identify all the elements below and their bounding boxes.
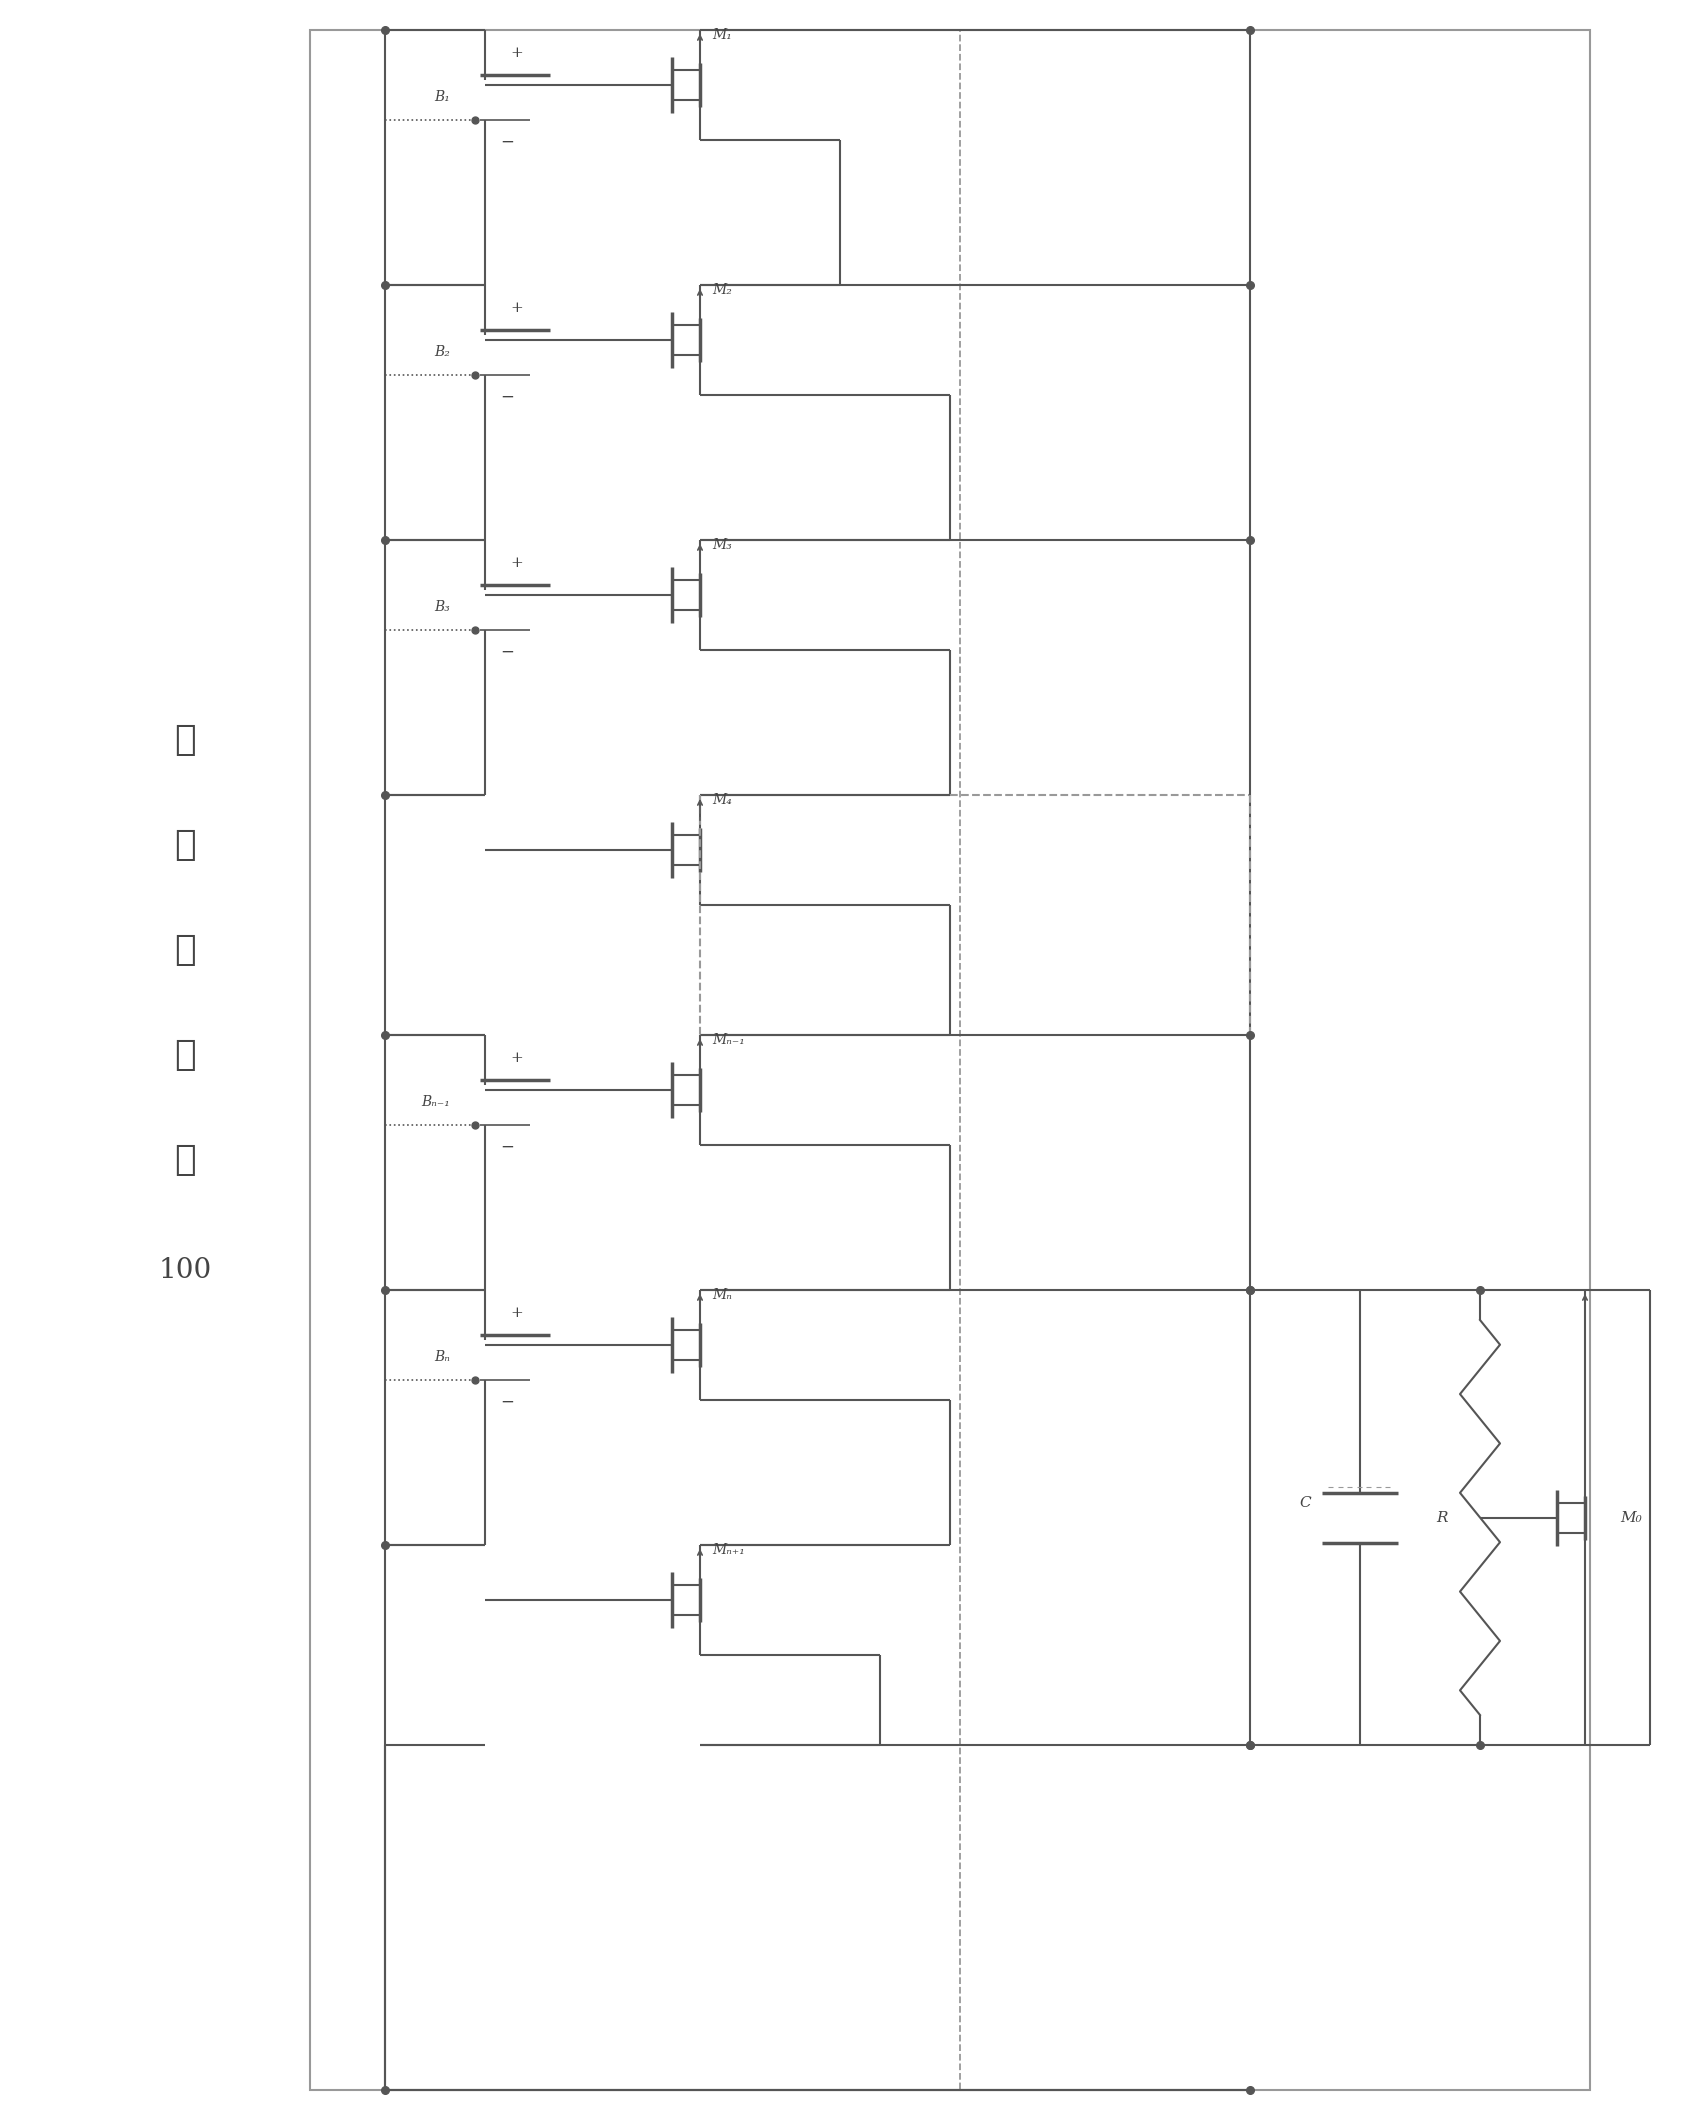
Text: Mₙ: Mₙ bbox=[712, 1289, 733, 1302]
Text: +: + bbox=[510, 555, 524, 570]
Text: 均: 均 bbox=[173, 723, 196, 757]
Text: M₁: M₁ bbox=[712, 28, 733, 42]
Text: Bₙ₋₁: Bₙ₋₁ bbox=[422, 1096, 451, 1109]
Bar bbox=[309, 30, 960, 2090]
Text: −: − bbox=[500, 388, 513, 405]
Text: −: − bbox=[500, 644, 513, 661]
Text: 衡: 衡 bbox=[173, 829, 196, 863]
Text: −: − bbox=[500, 1138, 513, 1155]
Text: 控: 控 bbox=[173, 933, 196, 967]
Bar bbox=[309, 30, 1590, 2090]
Text: 器: 器 bbox=[173, 1143, 196, 1177]
Text: B₃: B₃ bbox=[434, 600, 450, 615]
Text: Mₙ₊₁: Mₙ₊₁ bbox=[712, 1543, 745, 1556]
Text: −: − bbox=[500, 134, 513, 151]
Text: M₂: M₂ bbox=[712, 282, 733, 297]
Text: +: + bbox=[510, 47, 524, 59]
Text: +: + bbox=[510, 301, 524, 316]
Text: 100: 100 bbox=[158, 1257, 211, 1283]
Text: −: − bbox=[500, 1393, 513, 1410]
Text: Mₙ₋₁: Mₙ₋₁ bbox=[712, 1032, 745, 1047]
Text: +: + bbox=[510, 1052, 524, 1064]
Text: M₄: M₄ bbox=[712, 793, 733, 808]
Text: 制: 制 bbox=[173, 1039, 196, 1073]
Text: R: R bbox=[1436, 1512, 1448, 1524]
Text: B₂: B₂ bbox=[434, 346, 450, 358]
Text: M₀: M₀ bbox=[1620, 1512, 1642, 1524]
Text: M₃: M₃ bbox=[712, 538, 733, 551]
Text: Bₙ: Bₙ bbox=[434, 1350, 450, 1363]
Text: B₁: B₁ bbox=[434, 89, 450, 104]
Text: +: + bbox=[510, 1306, 524, 1321]
Text: C: C bbox=[1299, 1495, 1311, 1509]
